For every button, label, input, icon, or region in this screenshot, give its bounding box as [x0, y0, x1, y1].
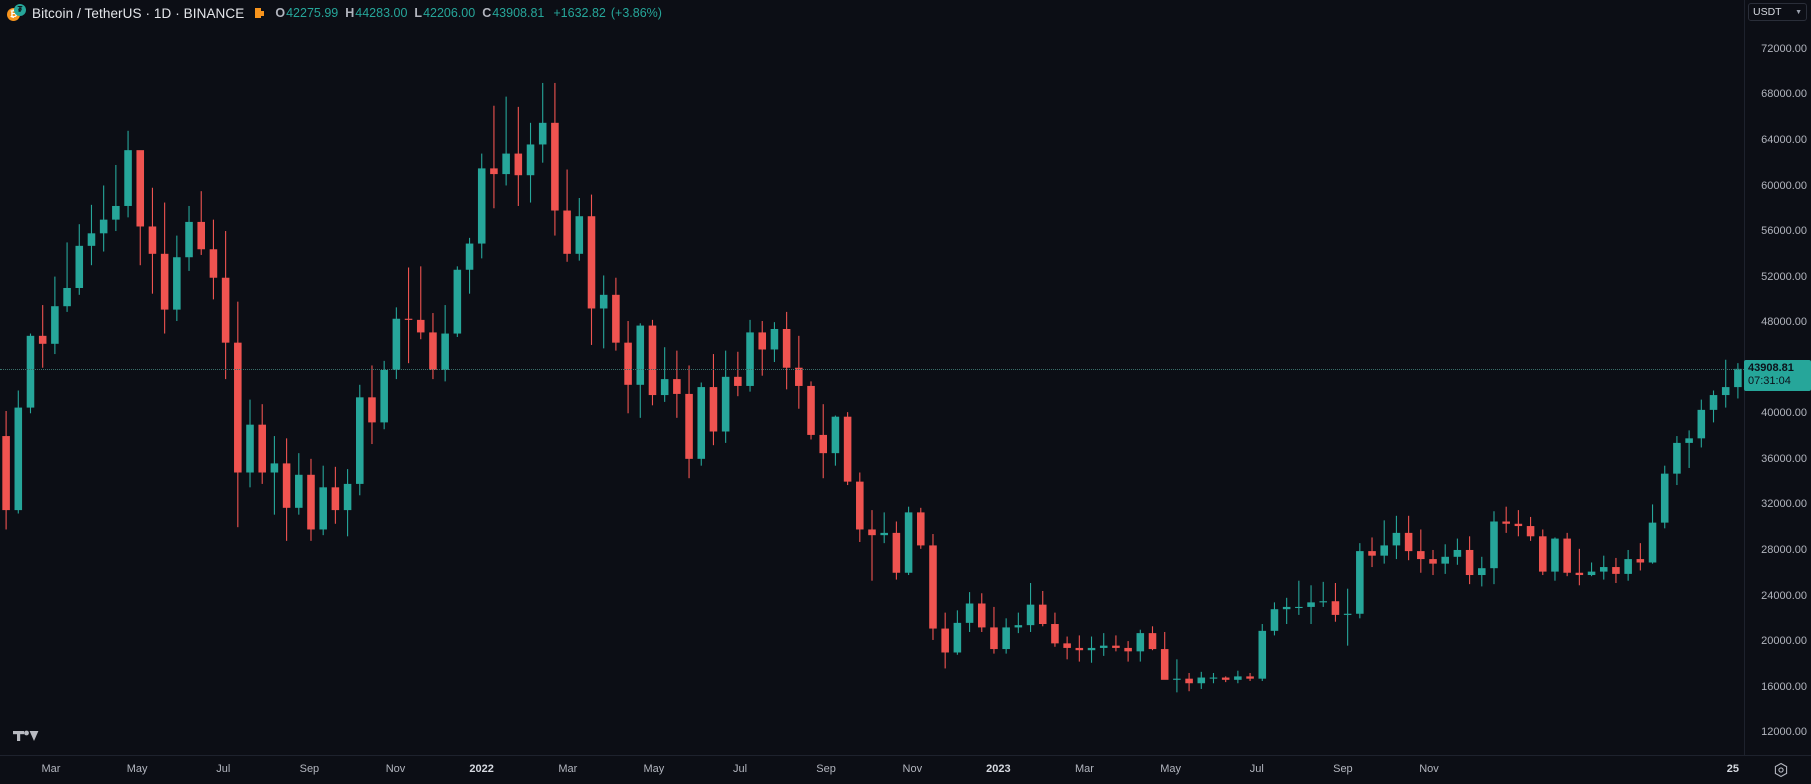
time-tick: Mar [41, 763, 61, 775]
time-tick: 2022 [469, 763, 494, 775]
high-label: H [345, 6, 355, 20]
price-tick: 60000.00 [1761, 179, 1807, 192]
time-tick: May [1160, 763, 1181, 775]
low-value: 42206.00 [423, 6, 476, 20]
price-tick: 68000.00 [1761, 88, 1807, 101]
crosshair-target-icon[interactable] [1773, 762, 1789, 778]
time-tick: Sep [299, 763, 320, 775]
chart-plot-area[interactable] [0, 26, 1744, 755]
time-tick: Nov [1419, 763, 1439, 775]
price-tick: 48000.00 [1761, 316, 1807, 329]
open-value: 42275.99 [286, 6, 339, 20]
tradingview-logo[interactable] [13, 728, 39, 744]
price-tick: 28000.00 [1761, 544, 1807, 556]
time-tick: Sep [1333, 763, 1353, 775]
high-value: 44283.00 [355, 6, 408, 20]
close-value: 43908.81 [492, 6, 545, 20]
time-axis[interactable]: Mar May Jul Sep Nov 2022 Mar May Jul Sep Nov 2023 Ma… [0, 755, 1811, 784]
time-tick: 2023 [986, 763, 1011, 775]
price-tick: 24000.00 [1761, 589, 1807, 602]
price-tick: 16000.00 [1761, 680, 1807, 693]
tether-icon: ₮ [14, 4, 26, 16]
change-percent: (+3.86%) [610, 6, 662, 20]
candlestick-icon[interactable] [254, 6, 267, 20]
time-tick: Jul [732, 763, 748, 775]
price-tick: 40000.00 [1761, 407, 1807, 420]
last-time-label: 25 [1726, 763, 1739, 775]
candlestick-series [2, 82, 1742, 693]
time-tick: Nov [902, 763, 923, 775]
bar-countdown: 07:31:04 [1748, 374, 1791, 387]
price-tick: 32000.00 [1761, 498, 1807, 511]
symbol-icons: ₿ ₮ [6, 4, 28, 22]
price-tick: 12000.00 [1761, 726, 1807, 739]
price-tick: 72000.00 [1761, 42, 1807, 55]
time-tick: Mar [1075, 763, 1094, 775]
open-label: O [275, 6, 286, 20]
time-tick: Mar [558, 763, 578, 775]
price-tick: 52000.00 [1761, 270, 1807, 283]
price-tick: 56000.00 [1761, 225, 1807, 237]
time-tick: Jul [1249, 763, 1264, 775]
current-price-line [0, 368, 1744, 370]
time-tick: Jul [216, 763, 231, 775]
low-label: L [414, 6, 423, 20]
time-tick: Nov [385, 763, 406, 775]
price-tick: 36000.00 [1761, 452, 1807, 465]
currency-label: USDT [1753, 6, 1782, 18]
symbol-title[interactable]: Bitcoin / TetherUS · 1D · BINANCE [32, 5, 245, 21]
ohlc-readout: O 42275.99 H 44283.00 L 42206.00 C 43908.81 … [275, 6, 662, 20]
time-tick: May [643, 763, 665, 775]
close-label: C [482, 6, 492, 20]
price-tick: 20000.00 [1761, 635, 1807, 648]
currency-selector[interactable]: USDT ▼ [1748, 3, 1807, 21]
time-tick: Sep [816, 763, 836, 775]
price-axis[interactable]: USDT ▼ 72000.00 68000.00 64000.00 60000.00 5… [1744, 0, 1811, 784]
current-price-badge: 43908.81 07:31:04 [1744, 359, 1811, 391]
current-price-value: 43908.81 [1748, 361, 1794, 374]
chevron-down-icon: ▼ [1795, 8, 1802, 16]
time-tick: May [126, 763, 148, 775]
price-tick: 64000.00 [1761, 133, 1807, 146]
change-value: +1632.82 [553, 6, 606, 20]
